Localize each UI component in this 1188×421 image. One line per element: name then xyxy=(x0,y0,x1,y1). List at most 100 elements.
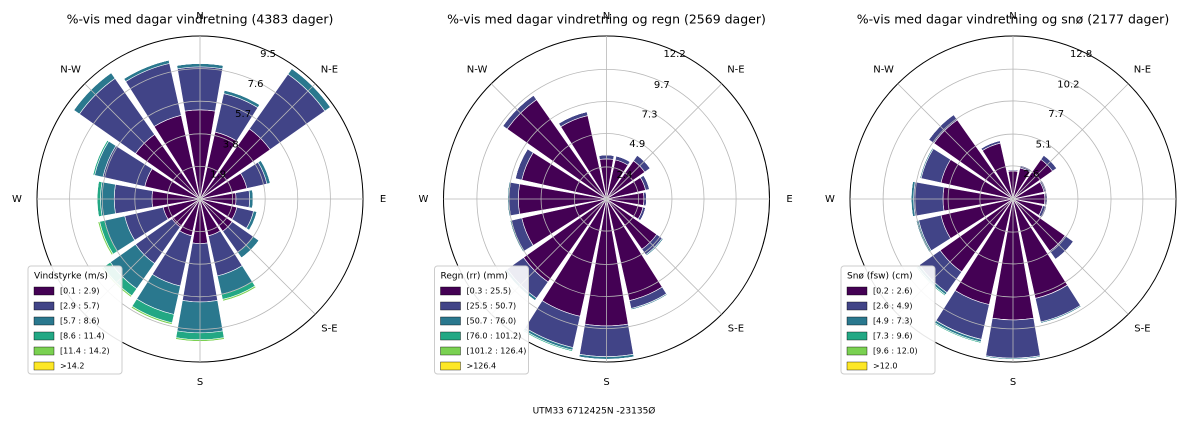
legend-label: [2.9 : 5.7) xyxy=(60,302,99,311)
windrose-panel: %-vis med dagar vindretning og regn (256… xyxy=(419,11,793,388)
legend-label: [11.4 : 14.2) xyxy=(60,347,110,356)
legend-label: >12.0 xyxy=(873,362,898,371)
legend-label: [76.0 : 101.2) xyxy=(467,332,522,341)
direction-label: S xyxy=(1010,377,1016,388)
radial-tick-label: 9.7 xyxy=(654,80,670,91)
legend-label: [0.3 : 25.5) xyxy=(467,287,512,296)
footer: UTM33 6712425N -23135Ø xyxy=(533,406,656,417)
bar-segment xyxy=(97,221,112,256)
radial-tick-label: 7.6 xyxy=(248,79,264,90)
legend-label: [101.2 : 126.4) xyxy=(467,347,527,356)
legend-swatch xyxy=(33,316,55,326)
bar-segment xyxy=(502,94,534,127)
radial-tick-label: 10.2 xyxy=(1057,80,1079,91)
bar-segment xyxy=(579,356,634,360)
legend-label: >14.2 xyxy=(60,362,85,371)
direction-label: N xyxy=(1009,11,1016,22)
legend-swatch xyxy=(33,331,55,341)
legend-swatch xyxy=(846,286,868,296)
legend-label: [0.2 : 2.6) xyxy=(873,287,912,296)
legend-swatch xyxy=(33,301,55,311)
bar-segment xyxy=(643,175,650,190)
legend-label: [0.1 : 2.9) xyxy=(60,287,99,296)
direction-label: N-W xyxy=(467,65,488,76)
legend-swatch xyxy=(846,346,868,356)
chart-title: %-vis med dagar vindretning og snø (2177… xyxy=(857,12,1169,27)
legend-swatch xyxy=(33,286,55,296)
legend-swatch xyxy=(440,361,461,371)
direction-label: S xyxy=(197,377,203,388)
legend-title: Regn (rr) (mm) xyxy=(441,272,508,282)
radial-line xyxy=(606,198,723,315)
bar-segment xyxy=(96,181,99,217)
bar-segment xyxy=(176,63,224,66)
bar-segment xyxy=(1041,206,1047,218)
radial-tick-label: 2.6 xyxy=(1023,169,1039,180)
radial-line xyxy=(897,83,1014,200)
bar-segment xyxy=(507,182,510,216)
direction-label: S xyxy=(603,377,609,388)
legend-swatch xyxy=(846,331,868,341)
legend-swatch xyxy=(846,301,868,311)
legend-label: [5.7 : 8.6) xyxy=(60,317,99,326)
radial-line xyxy=(1012,198,1129,315)
direction-label: N-E xyxy=(1134,65,1151,76)
direction-label: E xyxy=(380,194,386,205)
windrose-panel: %-vis med dagar vindretning (4383 dager)… xyxy=(12,11,386,388)
legend-label: [50.7 : 76.0) xyxy=(467,317,517,326)
bar-segment xyxy=(558,111,587,124)
bar-segment xyxy=(919,147,933,179)
windrose-panel: %-vis med dagar vindretning og snø (2177… xyxy=(825,11,1177,388)
legend-swatch xyxy=(440,301,461,311)
legend-swatch xyxy=(846,361,868,371)
bar-segment xyxy=(249,211,258,231)
radial-tick-label: 3.8 xyxy=(223,139,239,150)
legend-label: [7.3 : 9.6) xyxy=(873,332,912,341)
chart-title: %-vis med dagar vindretning og regn (256… xyxy=(447,12,766,27)
bar-segment xyxy=(598,154,615,156)
direction-label: W xyxy=(419,194,429,205)
bar-segment xyxy=(1046,193,1048,205)
bar-segment xyxy=(637,155,651,169)
radial-tick-label: 5.1 xyxy=(1036,140,1052,151)
bar-segment xyxy=(640,207,646,221)
radial-tick-label: 12.2 xyxy=(663,49,685,60)
bar-segment xyxy=(509,220,524,253)
radial-tick-label: 1.9 xyxy=(210,169,226,180)
direction-label: S-E xyxy=(321,323,337,334)
direction-label: N xyxy=(196,11,203,22)
legend-title: Snø (fsw) (cm) xyxy=(847,272,913,282)
bar-segment xyxy=(616,155,631,163)
radial-line xyxy=(199,198,316,315)
legend-swatch xyxy=(440,331,461,341)
radial-tick-label: 2.4 xyxy=(617,170,633,181)
direction-label: S-E xyxy=(728,323,744,334)
legend-swatch xyxy=(33,346,55,356)
legend-swatch xyxy=(33,361,55,371)
direction-label: N-W xyxy=(873,65,894,76)
direction-label: N xyxy=(603,11,610,22)
legend-label: [9.6 : 12.0) xyxy=(873,347,918,356)
radial-line xyxy=(606,83,723,200)
radial-line xyxy=(84,83,201,200)
legend-label: >126.4 xyxy=(467,362,497,371)
legend-title: Vindstyrke (m/s) xyxy=(34,272,108,282)
legend-label: [4.9 : 7.3) xyxy=(873,317,912,326)
direction-label: N-E xyxy=(727,65,744,76)
bar-segment xyxy=(1040,306,1082,324)
radial-tick-label: 7.3 xyxy=(642,109,658,120)
bar-segment xyxy=(1043,155,1057,169)
bar-segment xyxy=(92,140,108,176)
legend-label: [2.6 : 4.9) xyxy=(873,302,912,311)
legend-label: [25.5 : 50.7) xyxy=(467,302,517,311)
bar-segment xyxy=(291,68,331,108)
bar-segment xyxy=(241,240,260,259)
legend-swatch xyxy=(846,316,868,326)
legend-swatch xyxy=(440,346,461,356)
radial-tick-label: 4.9 xyxy=(629,139,645,150)
direction-label: E xyxy=(786,194,792,205)
radial-line xyxy=(199,83,316,200)
legend-swatch xyxy=(440,286,461,296)
chart-title: %-vis med dagar vindretning (4383 dager) xyxy=(67,12,334,27)
